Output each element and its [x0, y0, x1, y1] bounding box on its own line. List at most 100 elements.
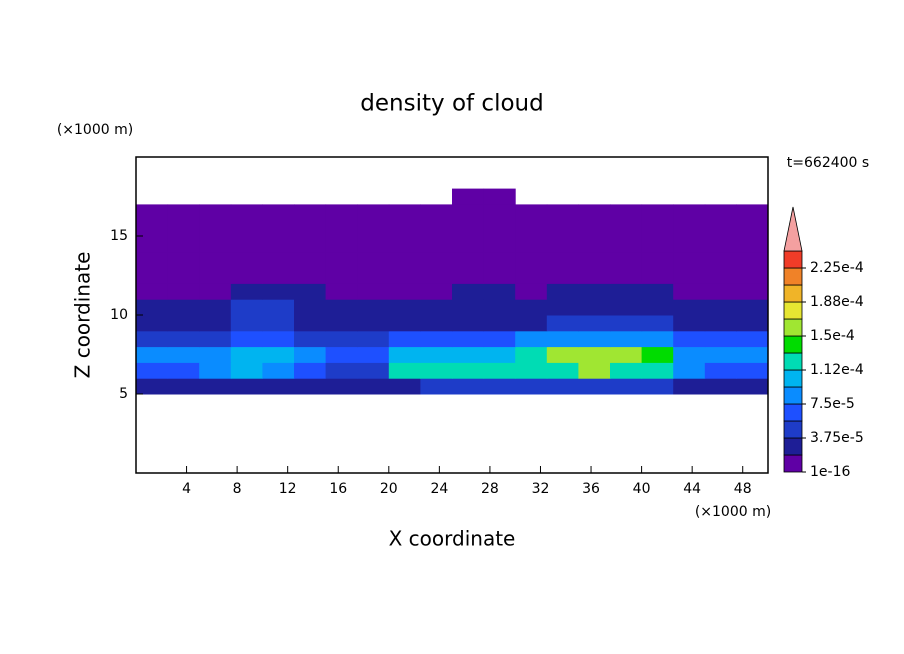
colorbar-band — [783, 335, 803, 354]
contour-cell — [136, 378, 169, 395]
contour-cell — [167, 220, 200, 237]
colorbar-band — [783, 437, 803, 456]
contour-cell — [262, 204, 295, 221]
contour-cell — [704, 267, 737, 284]
x-tick-label: 44 — [683, 481, 701, 497]
contour-cell — [452, 362, 485, 379]
contour-cell — [483, 330, 516, 348]
contour-cell — [199, 378, 232, 395]
contour-cell — [452, 267, 485, 284]
contour-cell — [673, 204, 706, 221]
contour-cell — [262, 236, 295, 253]
contour-cell — [357, 283, 390, 300]
chart-title: density of cloud — [360, 91, 543, 117]
contour-cell — [325, 330, 358, 348]
contour-cell — [420, 204, 453, 221]
contour-cell — [515, 220, 548, 237]
contour-cell — [420, 236, 453, 253]
contour-cell — [452, 204, 485, 221]
colorbar-band — [783, 369, 803, 388]
contour-cell — [578, 220, 611, 237]
contour-cell — [420, 378, 453, 395]
contour-cell — [294, 362, 327, 379]
x-tick-label: 4 — [182, 481, 191, 497]
contour-cell — [357, 204, 390, 221]
contour-cell — [167, 267, 200, 284]
contour-cell — [357, 251, 390, 269]
contour-cell — [736, 283, 769, 300]
contour-cell — [515, 362, 548, 379]
contour-cell — [262, 378, 295, 395]
contour-cell — [199, 220, 232, 237]
contour-cell — [452, 330, 485, 348]
contour-cell — [641, 283, 674, 300]
contour-cell — [262, 299, 295, 316]
colorbar-extend — [783, 206, 803, 252]
contour-cell — [673, 378, 706, 395]
colorbar-tick-label: 1.5e-4 — [810, 328, 855, 344]
contour-cell — [136, 267, 169, 284]
contour-cell — [262, 330, 295, 348]
contour-cell — [294, 251, 327, 269]
contour-cell — [704, 299, 737, 316]
contour-cell — [357, 315, 390, 332]
contour-cell — [578, 204, 611, 221]
contour-cell — [420, 251, 453, 269]
contour-cell — [388, 378, 421, 395]
contour-cell — [325, 220, 358, 237]
contour-cell — [230, 204, 263, 221]
contour-cell — [546, 204, 579, 221]
x-axis-label: X coordinate — [389, 527, 516, 551]
contour-cell — [357, 267, 390, 284]
contour-cell — [230, 220, 263, 237]
contour-cell — [546, 220, 579, 237]
contour-cell — [167, 346, 200, 363]
contour-cell — [325, 236, 358, 253]
colorbar-band — [783, 267, 803, 286]
x-tick-label: 16 — [329, 481, 347, 497]
contour-cell — [230, 283, 263, 300]
contour-cell — [294, 378, 327, 395]
contour-cell — [452, 220, 485, 237]
contour-cell — [515, 236, 548, 253]
contour-cell — [294, 267, 327, 284]
contour-cell — [230, 378, 263, 395]
colorbar-tick-label: 1.88e-4 — [810, 294, 864, 310]
contour-cell — [420, 220, 453, 237]
contour-cell — [610, 251, 643, 269]
contour-cell — [294, 236, 327, 253]
contour-cell — [388, 330, 421, 348]
colorbar-band — [783, 301, 803, 320]
contour-cell — [546, 362, 579, 379]
contour-cell — [704, 346, 737, 363]
contour-cell — [136, 220, 169, 237]
contour-cell — [546, 251, 579, 269]
contour-cell — [452, 251, 485, 269]
contour-cell — [199, 330, 232, 348]
contour-cell — [641, 220, 674, 237]
contour-cell — [641, 346, 674, 363]
colorbar-tick-label: 1.12e-4 — [810, 362, 864, 378]
contour-cell — [578, 251, 611, 269]
contour-cell — [483, 362, 516, 379]
x-tick-label: 12 — [279, 481, 297, 497]
contour-cell — [483, 220, 516, 237]
contour-cell — [673, 330, 706, 348]
contour-cell — [736, 299, 769, 316]
contour-cell — [704, 283, 737, 300]
contour-cell — [641, 299, 674, 316]
contour-cell — [167, 362, 200, 379]
contour-cell — [199, 315, 232, 332]
contour-cell — [610, 267, 643, 284]
contour-cell — [357, 378, 390, 395]
contour-cell — [357, 299, 390, 316]
contour-cell — [357, 220, 390, 237]
contour-cell — [546, 299, 579, 316]
contour-cell — [167, 251, 200, 269]
annotation: t=662400 s — [787, 155, 869, 171]
contour-cell — [294, 315, 327, 332]
contour-cell — [199, 267, 232, 284]
contour-cell — [199, 236, 232, 253]
contour-cell — [641, 378, 674, 395]
